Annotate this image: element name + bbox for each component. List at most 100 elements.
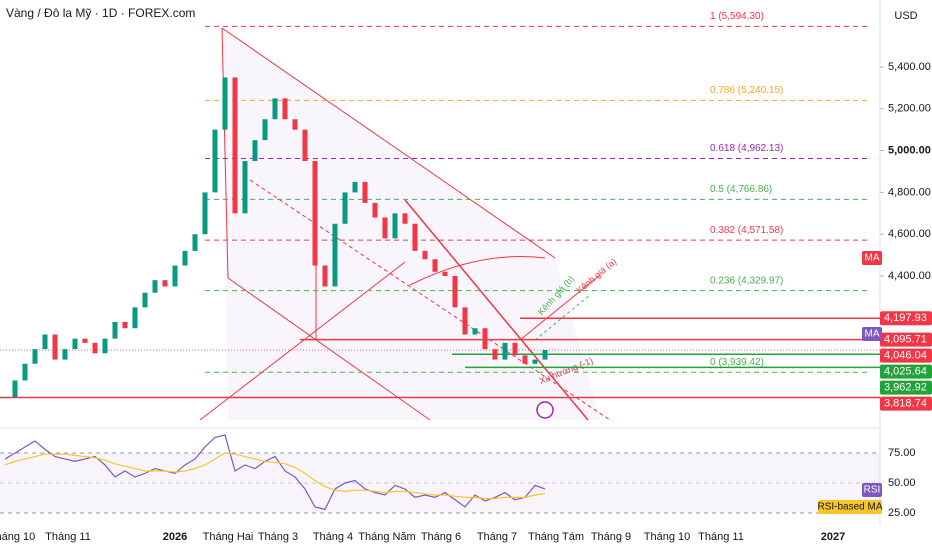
candle	[52, 334, 58, 360]
candle	[342, 192, 348, 224]
candle	[502, 342, 508, 360]
candle	[72, 338, 78, 350]
candle	[382, 217, 388, 239]
ma-tag	[862, 251, 882, 265]
fib-label: 0.618 (4,962.13)	[710, 143, 783, 154]
x-tick-label: Tháng 3	[258, 531, 298, 543]
fib-label: 0.5 (4,766.86)	[710, 184, 772, 195]
candle	[452, 275, 458, 308]
price-tag-label: 3,818.74	[884, 397, 927, 409]
candle	[482, 328, 488, 350]
channel-line	[519, 274, 601, 341]
symbol-title: Vàng / Đô la Mỹ · 1D · FOREX.com	[6, 6, 195, 20]
rsi-tag-label: RSI	[864, 485, 881, 496]
candle	[312, 161, 318, 266]
price-tag	[880, 396, 932, 411]
candle	[522, 355, 528, 364]
candle	[362, 181, 368, 203]
price-tag	[880, 332, 932, 347]
candle	[142, 292, 148, 308]
candle	[532, 359, 538, 364]
ma-tag-label: MA	[865, 329, 880, 340]
candle	[22, 363, 28, 381]
candle	[132, 307, 138, 329]
y-tick-label: 4,800.00	[888, 186, 931, 198]
candle	[472, 328, 478, 335]
candle	[32, 349, 38, 364]
x-tick-label: 2026	[163, 531, 187, 543]
candle	[232, 77, 238, 214]
x-tick-label: Tháng Tám	[528, 531, 584, 543]
candle	[442, 271, 448, 276]
candle	[42, 334, 48, 350]
candle	[92, 342, 98, 354]
x-tick-label: Tháng 4	[313, 531, 353, 543]
candle	[462, 307, 468, 335]
candle	[2, 397, 8, 399]
arc	[409, 256, 546, 286]
price-tag-label: 4,197.93	[884, 312, 927, 324]
candle	[392, 213, 398, 239]
candle	[222, 77, 228, 130]
candle	[322, 265, 328, 287]
currency[interactable]: USD	[894, 10, 917, 22]
fib-label: 1 (5,594.30)	[710, 11, 764, 22]
candle	[202, 192, 208, 235]
candle	[332, 223, 338, 287]
rsi-tick-label: 75.00	[888, 447, 916, 459]
candle	[182, 250, 188, 266]
event-icon[interactable]	[536, 401, 554, 419]
candle	[12, 380, 18, 398]
trend-line	[227, 277, 431, 421]
candle	[542, 349, 548, 360]
candle	[402, 213, 408, 224]
trend-line	[249, 179, 611, 421]
candle	[292, 119, 298, 130]
trend-line	[221, 27, 556, 259]
trend-line	[199, 261, 406, 421]
candle	[242, 161, 248, 214]
x-tick-label: 2027	[821, 531, 845, 543]
rsi-tick-label: 50.00	[888, 477, 916, 489]
price-tag-label: 4,046.04	[884, 349, 927, 361]
candle	[122, 321, 128, 329]
candle	[492, 349, 498, 360]
ma-tag-label: MA	[865, 253, 880, 264]
candle	[112, 321, 118, 339]
fib-label: 0 (3,939.42)	[710, 357, 764, 368]
candle	[82, 338, 88, 343]
fib-label: 0.236 (4,329.97)	[710, 275, 783, 286]
candle	[62, 349, 68, 360]
candle	[262, 119, 268, 141]
rsi-line	[4, 434, 546, 511]
candle	[432, 259, 438, 272]
fib-label: 0.382 (4,571.58)	[710, 225, 783, 236]
x-tick-label: Tháng 10	[0, 531, 35, 543]
candle	[102, 338, 108, 354]
price-tag	[880, 311, 932, 326]
price-tag-label: 4,095.71	[884, 333, 927, 345]
candle	[252, 140, 258, 162]
price-tag-label: 3,962.92	[884, 381, 927, 393]
x-tick-label: Tháng 11	[45, 531, 91, 543]
fib-label: 0.786 (5,240.15)	[710, 85, 783, 96]
candle	[412, 223, 418, 251]
candle	[272, 98, 278, 120]
x-tick-label: Tháng 7	[477, 531, 517, 543]
x-tick-label: Tháng 11	[698, 531, 744, 543]
y-tick-label: 5,400.00	[888, 61, 931, 73]
price-tag	[880, 380, 932, 395]
price-tag	[880, 364, 932, 379]
candle	[192, 234, 198, 251]
rsi-ma-tag	[818, 500, 882, 514]
rsi-ma-line	[4, 452, 546, 500]
candle	[302, 129, 308, 162]
x-tick-label: Tháng 9	[591, 531, 631, 543]
trend-line	[404, 199, 589, 421]
candle	[282, 98, 288, 120]
x-tick-label: Tháng 6	[421, 531, 461, 543]
candle	[162, 280, 168, 287]
